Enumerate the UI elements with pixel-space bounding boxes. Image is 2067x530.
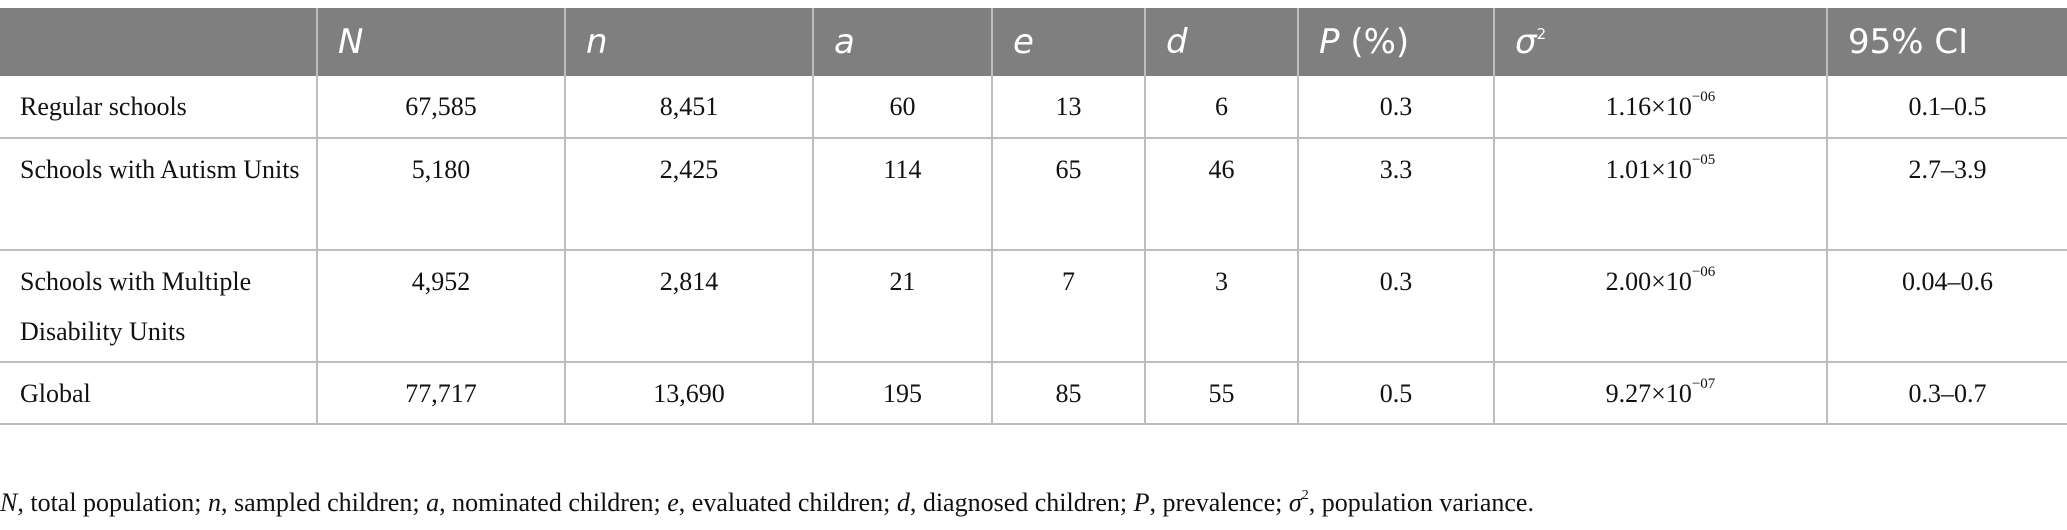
header-prevalence: P (%) <box>1298 8 1495 76</box>
cell-n: 13,690 <box>565 362 814 425</box>
cell-ci: 0.04–0.6 <box>1827 250 2067 363</box>
cell-n: 2,425 <box>565 138 814 251</box>
header-d: d <box>1145 8 1299 76</box>
footnote-symbol: e <box>667 488 679 517</box>
header-ci: 95% CI <box>1827 8 2067 76</box>
cell-N: 5,180 <box>317 138 566 251</box>
cell-ci: 0.3–0.7 <box>1827 362 2067 425</box>
header-variance: σ2 <box>1494 8 1828 76</box>
cell-prevalence: 3.3 <box>1298 138 1495 251</box>
cell-d: 6 <box>1145 76 1299 139</box>
cell-e: 7 <box>992 250 1146 363</box>
footnote-text: , total population; <box>17 488 208 517</box>
cell-n: 8,451 <box>565 76 814 139</box>
footnote-text: , diagnosed children; <box>909 488 1134 517</box>
cell-prevalence: 0.3 <box>1298 76 1495 139</box>
footnote-text: , population variance. <box>1308 488 1534 517</box>
footnote-sigma: σ <box>1288 488 1302 517</box>
cell-prevalence: 0.3 <box>1298 250 1495 363</box>
row-label: Schools with Multiple Disability Units <box>0 250 318 363</box>
cell-variance: 1.16×10−06 <box>1494 76 1828 139</box>
table-row: Global 77,717 13,690 195 85 55 0.5 9.27×10−07 0.… <box>0 362 2067 425</box>
footnote-text: , evaluated children; <box>678 488 897 517</box>
header-row: N n a e d P (%) σ2 95% CI <box>0 8 2067 76</box>
header-e: e <box>992 8 1146 76</box>
footnote-text: , sampled children; <box>221 488 427 517</box>
header-a: a <box>813 8 993 76</box>
cell-variance: 9.27×10−07 <box>1494 362 1828 425</box>
header-N: N <box>317 8 566 76</box>
row-label: Regular schools <box>0 76 318 139</box>
footnote-symbol: N <box>0 488 18 517</box>
table-footnote: N, total population; n, sampled children… <box>0 488 1534 518</box>
cell-ci: 0.1–0.5 <box>1827 76 2067 139</box>
row-label: Global <box>0 362 318 425</box>
footnote-symbol: P <box>1133 488 1150 517</box>
footnote-symbol: d <box>896 488 910 517</box>
footnote-text: , nominated children; <box>439 488 668 517</box>
cell-variance: 2.00×10−06 <box>1494 250 1828 363</box>
prevalence-table: N n a e d P (%) σ2 95% CI Regular school… <box>0 8 2067 425</box>
cell-variance: 1.01×10−05 <box>1494 138 1828 251</box>
footnote-text: , prevalence; <box>1149 488 1289 517</box>
footnote-symbol: a <box>426 488 440 517</box>
row-label: Schools with Autism Units <box>0 138 318 251</box>
cell-d: 3 <box>1145 250 1299 363</box>
table-row: Regular schools 67,585 8,451 60 13 6 0.3 1.16×1… <box>0 76 2067 139</box>
cell-ci: 2.7–3.9 <box>1827 138 2067 251</box>
cell-N: 67,585 <box>317 76 566 139</box>
cell-a: 195 <box>813 362 993 425</box>
cell-e: 65 <box>992 138 1146 251</box>
footnote-symbol: n <box>208 488 221 517</box>
cell-a: 21 <box>813 250 993 363</box>
table-row: Schools with Autism Units 5,180 2,425 114 65… <box>0 138 2067 251</box>
cell-d: 46 <box>1145 138 1299 251</box>
footnote-sigma-exponent: 2 <box>1301 488 1309 503</box>
cell-d: 55 <box>1145 362 1299 425</box>
cell-a: 60 <box>813 76 993 139</box>
cell-N: 77,717 <box>317 362 566 425</box>
header-n: n <box>565 8 814 76</box>
table-row: Schools with Multiple Disability Units 4,… <box>0 250 2067 363</box>
header-label <box>0 8 318 76</box>
cell-n: 2,814 <box>565 250 814 363</box>
cell-prevalence: 0.5 <box>1298 362 1495 425</box>
cell-e: 85 <box>992 362 1146 425</box>
cell-e: 13 <box>992 76 1146 139</box>
cell-N: 4,952 <box>317 250 566 363</box>
cell-a: 114 <box>813 138 993 251</box>
